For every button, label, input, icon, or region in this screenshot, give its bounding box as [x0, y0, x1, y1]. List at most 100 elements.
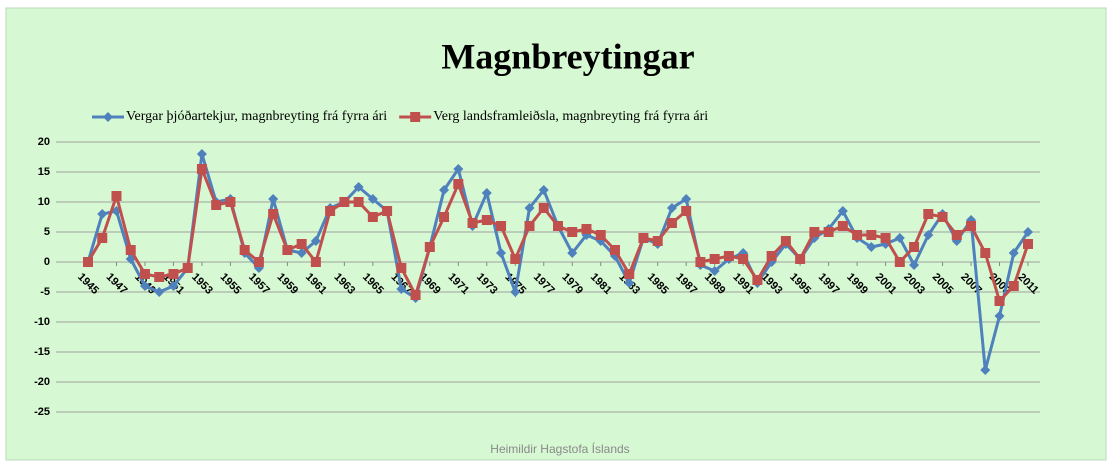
marker — [538, 203, 549, 213]
legend-item: Vergar þjóðartekjur, magnbreyting frá fy… — [92, 109, 387, 124]
marker — [923, 209, 934, 219]
legend-marker — [103, 112, 113, 122]
marker — [894, 233, 905, 243]
marker — [880, 233, 891, 243]
marker — [538, 185, 549, 195]
y-tick-label: 15 — [38, 166, 50, 178]
y-tick-label: 20 — [38, 136, 50, 148]
marker — [268, 209, 279, 219]
marker — [795, 254, 806, 264]
chart-title: Magnbreytingar — [441, 36, 694, 76]
marker — [282, 245, 293, 255]
marker — [83, 257, 93, 267]
marker — [581, 224, 592, 234]
marker — [909, 260, 920, 270]
marker — [353, 182, 364, 192]
marker — [937, 212, 948, 222]
marker — [168, 281, 179, 291]
y-tick-label: -15 — [34, 346, 50, 358]
marker — [1023, 227, 1033, 237]
marker — [496, 221, 507, 231]
marker — [439, 185, 450, 195]
marker — [1023, 239, 1033, 249]
marker — [481, 215, 492, 225]
marker — [666, 203, 677, 213]
marker — [567, 227, 578, 237]
legend-marker — [410, 112, 421, 122]
marker — [681, 206, 692, 216]
legend-label: Vergar þjóðartekjur, magnbreyting frá fy… — [126, 109, 387, 124]
marker — [353, 197, 364, 207]
marker — [837, 221, 848, 231]
marker — [609, 245, 620, 255]
marker — [111, 191, 122, 201]
marker — [723, 251, 734, 261]
marker — [253, 257, 264, 267]
marker — [695, 257, 706, 267]
marker — [923, 230, 934, 240]
legend-label: Verg landsframleiðsla, magnbreyting frá … — [433, 109, 708, 124]
marker — [410, 290, 421, 300]
marker — [339, 197, 350, 207]
marker — [852, 230, 863, 240]
marker — [980, 248, 991, 258]
marker — [396, 284, 407, 294]
marker — [225, 197, 236, 207]
marker — [296, 239, 307, 249]
marker — [809, 227, 820, 237]
marker — [994, 296, 1005, 306]
marker — [168, 269, 179, 279]
marker — [97, 209, 108, 219]
marker — [766, 251, 777, 261]
marker — [966, 221, 977, 231]
marker — [453, 164, 464, 174]
marker — [239, 245, 250, 255]
marker — [367, 194, 378, 204]
marker — [325, 206, 336, 216]
marker — [866, 230, 877, 240]
marker — [894, 257, 905, 267]
marker — [624, 269, 635, 279]
marker — [296, 248, 307, 258]
y-tick-label: -20 — [34, 376, 50, 388]
legend-item: Verg landsframleiðsla, magnbreyting frá … — [399, 109, 708, 124]
marker — [125, 245, 136, 255]
marker — [652, 236, 663, 246]
marker — [182, 263, 193, 273]
y-tick-label: 10 — [38, 196, 50, 208]
marker — [752, 275, 763, 285]
marker — [196, 149, 207, 159]
marker — [980, 365, 991, 375]
marker — [909, 242, 920, 252]
marker — [496, 248, 507, 258]
marker — [837, 206, 848, 216]
marker — [595, 230, 606, 240]
marker — [553, 221, 563, 231]
marker — [866, 242, 877, 252]
marker — [510, 287, 521, 297]
marker — [524, 203, 535, 213]
marker — [382, 206, 393, 216]
marker — [823, 227, 834, 237]
marker — [310, 257, 321, 267]
marker — [638, 233, 649, 243]
marker — [154, 287, 165, 297]
marker — [994, 311, 1005, 321]
y-tick-label: -5 — [40, 286, 50, 298]
marker — [196, 164, 207, 174]
marker — [780, 236, 791, 246]
y-tick-label: 0 — [44, 256, 50, 268]
marker — [1008, 248, 1019, 258]
marker — [367, 212, 378, 222]
marker — [439, 212, 450, 222]
marker — [139, 269, 150, 279]
marker — [268, 194, 279, 204]
marker — [97, 233, 108, 243]
marker — [567, 248, 578, 258]
marker — [524, 221, 535, 231]
marker — [681, 194, 692, 204]
marker — [510, 254, 521, 264]
marker — [211, 200, 222, 210]
marker — [951, 230, 962, 240]
